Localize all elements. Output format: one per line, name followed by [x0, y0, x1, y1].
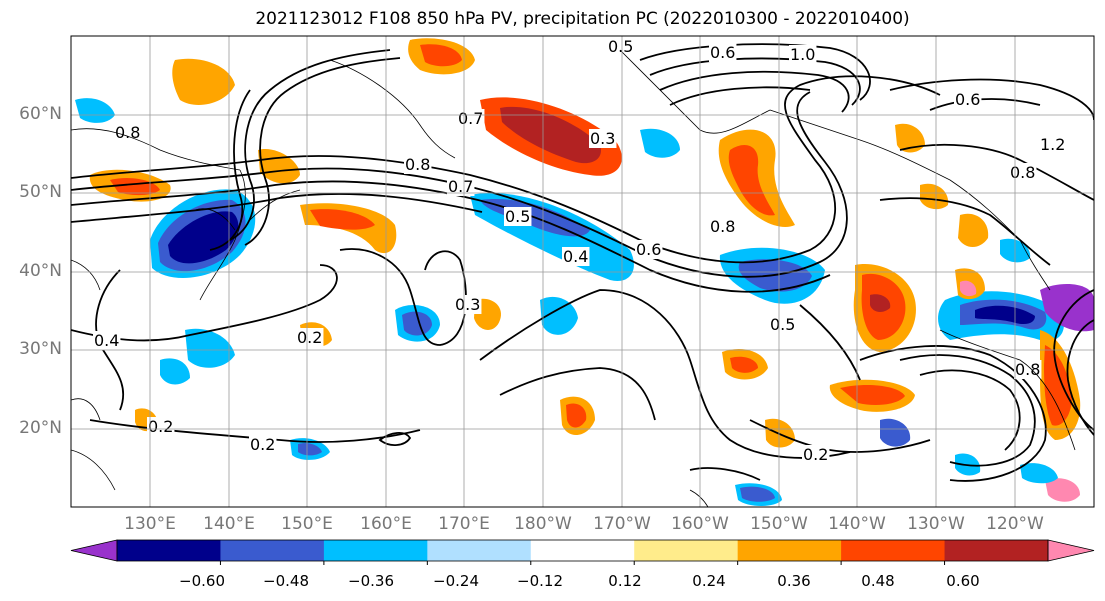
lon-label-140w: 140°W: [828, 514, 886, 534]
colorbar-swatch: [841, 540, 946, 561]
lon-label-170w: 170°W: [593, 514, 651, 534]
colorbar-swatch: [530, 540, 635, 561]
colorbar-swatch: [634, 540, 739, 561]
contour-label: 0.8: [115, 123, 140, 142]
contour-label-bg: [607, 37, 635, 56]
contour-label: 0.5: [770, 315, 795, 334]
contour-label-bg: [114, 123, 142, 142]
contour-label-bg: [769, 315, 797, 334]
contour-label: 0.7: [458, 109, 483, 128]
lon-label-150e: 150°E: [281, 514, 333, 534]
contour-label-bg: [504, 207, 532, 226]
colorbar-tick-label: 0.24: [692, 572, 726, 590]
contour-label-bg: [562, 247, 590, 266]
colorbar-swatch: [323, 540, 428, 561]
colorbar-tick-label: 0.36: [777, 572, 811, 590]
colorbar-tick-label: 0.12: [608, 572, 642, 590]
colorbar-extend-high: [1047, 539, 1095, 562]
contour-label-bg: [954, 90, 982, 109]
contour-label: 0.6: [955, 90, 980, 109]
lon-label-120w: 120°W: [986, 514, 1044, 534]
contour-label: 0.8: [710, 217, 735, 236]
colorbar-tick-label: 0.48: [861, 572, 895, 590]
contour-label-bg: [1014, 360, 1042, 379]
lon-label-130e: 130°E: [124, 514, 176, 534]
contour-label-bg: [454, 295, 482, 314]
contour-label-bg: [789, 45, 817, 64]
contour-label-bg: [709, 43, 737, 62]
contour-label-bg: [447, 177, 475, 196]
contour-label: 1.2: [1040, 135, 1065, 154]
colorbar-tick-label: −0.36: [348, 572, 394, 590]
lat-label-30n: 30°N: [19, 339, 62, 359]
contour-label: 0.2: [297, 328, 322, 347]
lat-label-50n: 50°N: [19, 182, 62, 202]
contour-label: 0.5: [505, 207, 530, 226]
contour-label: 0.8: [405, 155, 430, 174]
colorbar: [70, 539, 1095, 565]
contour-label: 0.5: [608, 37, 633, 56]
contour-label-bg: [404, 155, 432, 174]
contour-label-bg: [93, 331, 121, 350]
colorbar-swatch: [944, 540, 1049, 561]
colorbar-swatch: [737, 540, 842, 561]
lat-label-60n: 60°N: [19, 104, 62, 124]
contour-label: 0.6: [636, 240, 661, 259]
contour-label-bg: [249, 435, 277, 454]
colorbar-extend-low: [70, 539, 118, 562]
lon-label-130w: 130°W: [907, 514, 965, 534]
contour-label: 0.7: [448, 177, 473, 196]
contour-label-bg: [1009, 163, 1037, 182]
contour-label: 0.6: [710, 43, 735, 62]
contour-label-bg: [709, 217, 737, 236]
colorbar-tick-label: −0.24: [433, 572, 479, 590]
colorbar-tick-label: 0.60: [946, 572, 980, 590]
map-title: 2021123012 F108 850 hPa PV, precipitatio…: [255, 9, 910, 29]
contour-label-bg: [296, 328, 324, 347]
contour-label-bg: [635, 240, 663, 259]
contour-label-bg: [147, 417, 175, 436]
colorbar-swatch: [117, 540, 221, 561]
contour-label: 0.3: [590, 129, 615, 148]
colorbar-outline: [116, 539, 1049, 562]
contour-label: 0.2: [803, 445, 828, 464]
lon-label-150w: 150°W: [750, 514, 808, 534]
contour-label: 0.2: [148, 417, 173, 436]
contour-label: 0.8: [1015, 360, 1040, 379]
gridlines: [71, 36, 1094, 507]
contour-label-bg: [802, 445, 830, 464]
contour-label: 0.8: [1010, 163, 1035, 182]
colorbar-tick-label: −0.48: [263, 572, 309, 590]
coastlines: [71, 49, 1076, 507]
colorbar-swatch: [220, 540, 325, 561]
contour-label: 1.0: [790, 45, 815, 64]
colorbar-swatch: [427, 540, 532, 561]
map-panel: 0.6 1.0 0.5 0.7 0.3 0.8 0.7 0.5 0.4 0.6 …: [71, 36, 1094, 507]
lat-label-20n: 20°N: [19, 418, 62, 438]
contour-label: 0.2: [250, 435, 275, 454]
lon-label-170e: 170°E: [438, 514, 490, 534]
colorbar-tick-label: −0.60: [179, 572, 225, 590]
contour-label-bg: [589, 129, 617, 148]
contour-label: 0.3: [455, 295, 480, 314]
lon-label-160w: 160°W: [671, 514, 729, 534]
lon-label-160e: 160°E: [360, 514, 412, 534]
colorbar-tick-label: −0.12: [517, 572, 563, 590]
lon-label-140e: 140°E: [203, 514, 255, 534]
contour-label: 0.4: [94, 331, 119, 350]
pv-contours: [71, 43, 1094, 482]
lon-label-180w: 180°W: [514, 514, 572, 534]
contour-label: 0.4: [563, 247, 588, 266]
lat-label-40n: 40°N: [19, 261, 62, 281]
contour-label-bg: [1039, 135, 1067, 154]
